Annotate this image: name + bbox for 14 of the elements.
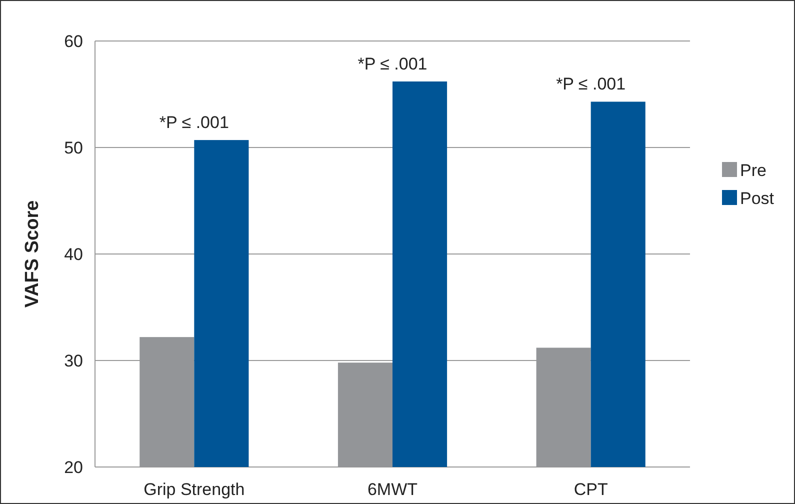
y-axis-title: VAFS Score	[22, 200, 43, 308]
annotation: *P ≤ .001	[556, 74, 626, 94]
y-tick-label: 60	[64, 32, 83, 51]
y-tick-label: 30	[64, 351, 83, 370]
x-tick-label: Grip Strength	[144, 480, 245, 499]
y-tick-label: 20	[64, 458, 83, 477]
y-tick-label: 50	[64, 138, 83, 158]
annotation: *P ≤ .001	[358, 54, 428, 74]
legend-label: Pre	[740, 160, 766, 180]
y-tick-label: 40	[64, 244, 83, 264]
x-tick-label: CPT	[574, 480, 608, 499]
legend-label: Post	[740, 188, 774, 208]
x-tick-label: 6MWT	[367, 480, 418, 499]
annotation: *P ≤ .001	[159, 113, 229, 132]
